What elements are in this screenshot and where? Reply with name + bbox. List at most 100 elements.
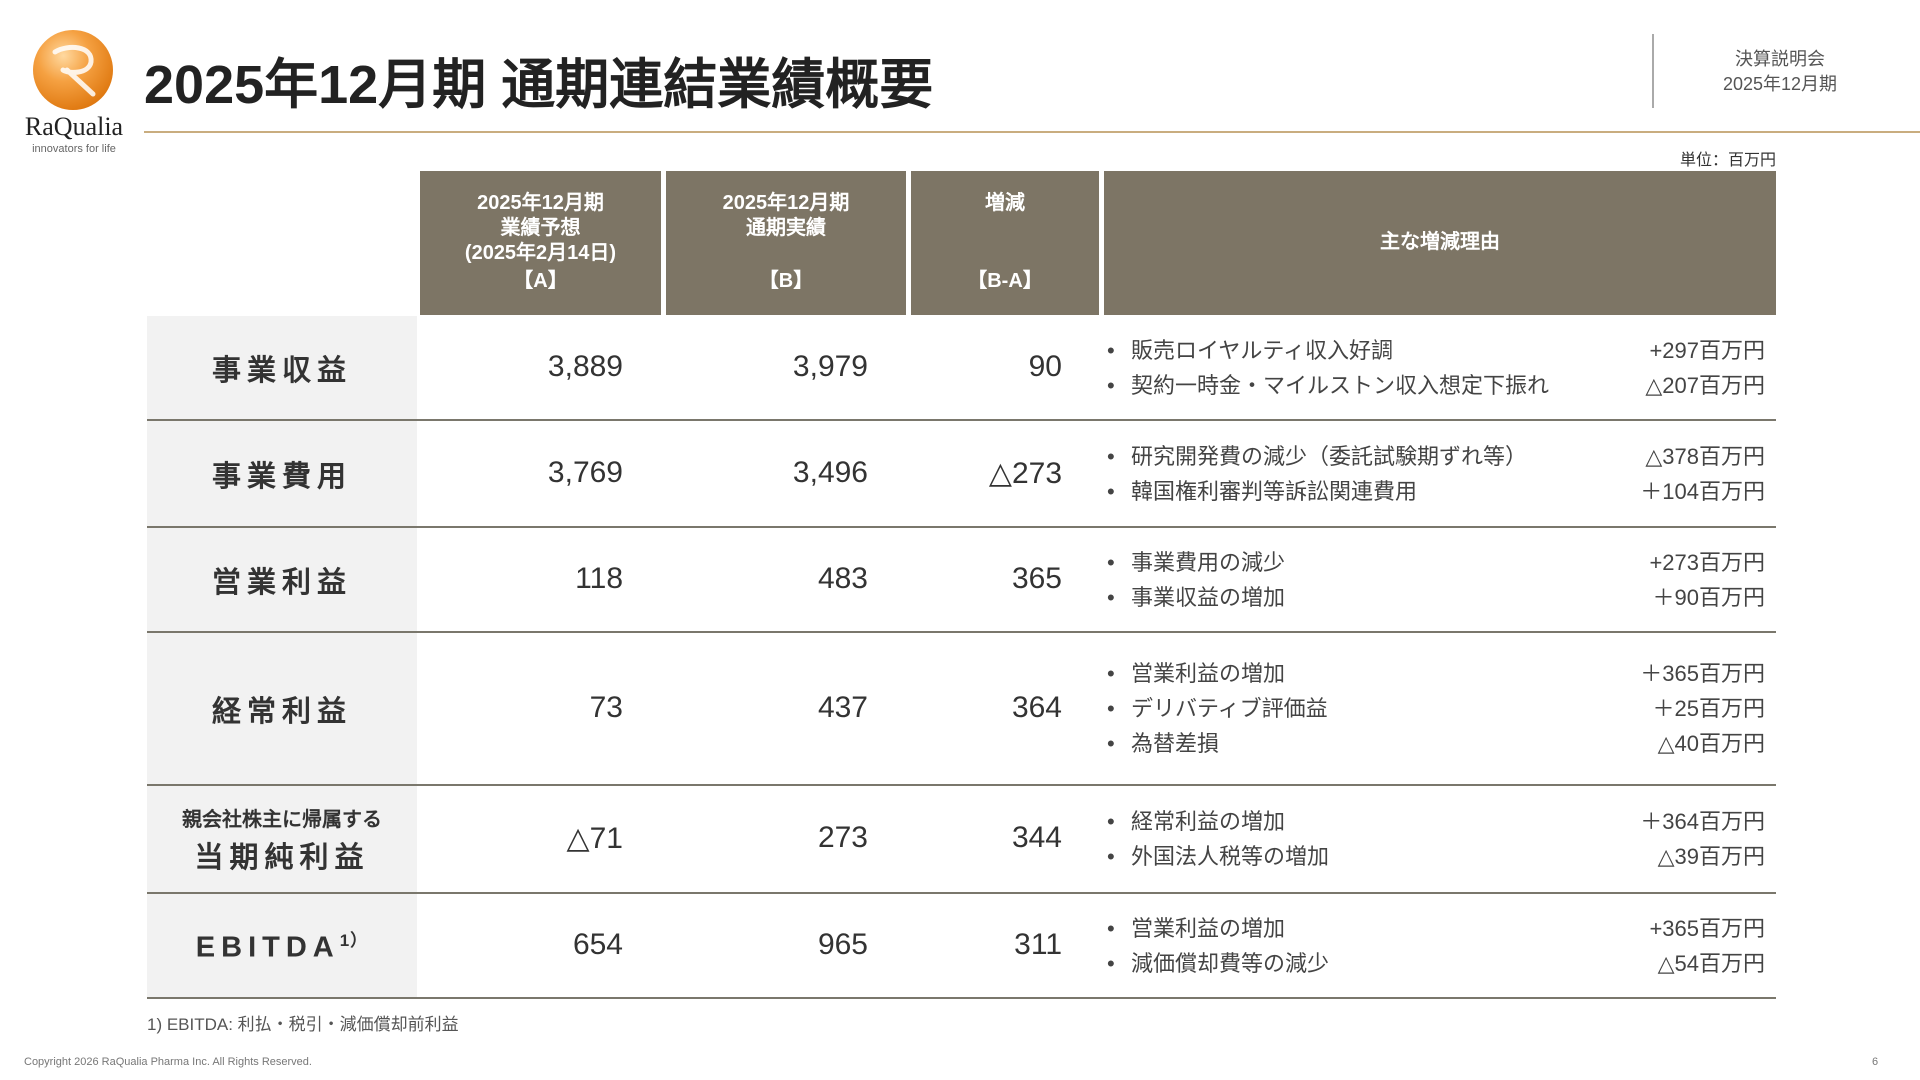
header-actual-title: 2025年12月期 通期実績 xyxy=(722,192,850,239)
header-reasons-title: 主な増減理由 xyxy=(1380,231,1500,253)
reason-text: 販売ロイヤルティ収入好調 xyxy=(1131,337,1394,363)
header-forecast-key: 【A】 xyxy=(513,270,568,292)
logo-tagline: innovators for life xyxy=(32,143,116,155)
diff-value: 90 xyxy=(1028,349,1062,383)
header-reasons: 主な増減理由 xyxy=(1104,171,1776,315)
reason-text: 事業収益の増加 xyxy=(1131,584,1286,610)
row-label-main: 事業費用 xyxy=(211,460,352,493)
bullet: • xyxy=(1107,809,1115,834)
header-actual-key: 【B】 xyxy=(758,270,814,292)
event-name: 決算説明会 xyxy=(1735,49,1825,69)
diff-value: 365 xyxy=(1011,561,1062,595)
forecast-value: 3,889 xyxy=(547,349,623,383)
forecast-value: 118 xyxy=(575,561,623,595)
forecast-value: 654 xyxy=(572,927,623,961)
title-divider xyxy=(144,131,1920,133)
reason-text: 外国法人税等の増加 xyxy=(1131,844,1330,869)
row-label-main: 当期純利益 xyxy=(194,841,370,874)
reason-text: 為替差損 xyxy=(1131,731,1220,756)
bullet: • xyxy=(1107,372,1115,398)
forecast-value: △71 xyxy=(566,822,623,855)
actual-value: 483 xyxy=(817,561,868,595)
reason-item: • 事業収益の増加 ＋90百万円 xyxy=(1107,580,1765,615)
reason-item: • 研究開発費の減少（委託試験期ずれ等） △378百万円 xyxy=(1107,439,1765,474)
reason-list: • 販売ロイヤルティ収入好調 +297百万円 • 契約一時金・マイルストン収入想定下振れ… xyxy=(1107,316,1765,419)
reason-list: • 研究開発費の減少（委託試験期ずれ等） △378百万円 • 韓国権利審判等訴訟関連費用… xyxy=(1107,421,1765,526)
page-title: 2025年12月期 通期連結業績概要 xyxy=(144,55,934,115)
row-label-main: 事業収益 xyxy=(211,354,352,387)
row-label: 事業費用 xyxy=(147,421,417,526)
header-forecast: 2025年12月期 業績予想 (2025年2月14日) 【A】 xyxy=(420,171,661,315)
reason-item: • 外国法人税等の増加 △39百万円 xyxy=(1107,839,1765,874)
bullet: • xyxy=(1107,844,1115,869)
bullet: • xyxy=(1107,696,1115,721)
table-row: 営業利益 118 483 365 • 事業費用の減少 +273百万円 • 事業収益の増加 ＋90百… xyxy=(147,528,1776,633)
copyright: Copyright 2026 RaQualia Pharma Inc. All … xyxy=(24,1056,312,1068)
actual-value: 965 xyxy=(817,927,868,961)
bullet: • xyxy=(1107,478,1115,504)
reason-item: • 事業費用の減少 +273百万円 xyxy=(1107,545,1765,580)
bullet: • xyxy=(1107,731,1115,756)
row-label-sub: 親会社株主に帰属する xyxy=(182,808,382,831)
reason-item: • デリバティブ評価益 ＋25百万円 xyxy=(1107,691,1765,726)
diff-value: 311 xyxy=(1014,927,1062,961)
reason-item: • 契約一時金・マイルストン収入想定下振れ △207百万円 xyxy=(1107,368,1765,403)
reason-amount: △40百万円 xyxy=(1657,731,1765,756)
reason-amount: ＋104百万円 xyxy=(1640,478,1765,504)
reason-list: • 営業利益の増加 ＋365百万円 • デリバティブ評価益 ＋25百万円 • 為替差損 △40百… xyxy=(1107,633,1765,784)
reason-amount: ＋365百万円 xyxy=(1640,661,1765,686)
reason-amount: △39百万円 xyxy=(1657,844,1765,869)
reason-item: • 減価償却費等の減少 △54百万円 xyxy=(1107,946,1765,981)
table-row: 親会社株主に帰属する 当期純利益 △71 273 344 • 経常利益の増加 ＋364百万円 •… xyxy=(147,786,1776,894)
actual-value: 437 xyxy=(817,690,868,724)
bullet: • xyxy=(1107,549,1115,575)
header-diff: 増減 【B-A】 xyxy=(911,171,1099,315)
table-row: EBITDA1） 654 965 311 • 営業利益の増加 +365百万円 • 減価償却費等の… xyxy=(147,894,1776,999)
reason-list: • 経常利益の増加 ＋364百万円 • 外国法人税等の増加 △39百万円 xyxy=(1107,786,1765,892)
page-number: 6 xyxy=(1872,1056,1879,1068)
reason-text: 韓国権利審判等訴訟関連費用 xyxy=(1131,478,1418,504)
reason-text: デリバティブ評価益 xyxy=(1131,696,1328,721)
reason-item: • 営業利益の増加 ＋365百万円 xyxy=(1107,656,1765,691)
meta-info: 決算説明会 2025年12月期 xyxy=(1680,47,1880,97)
diff-value: △273 xyxy=(988,456,1062,490)
actual-value: 3,979 xyxy=(792,349,868,383)
bullet: • xyxy=(1107,337,1115,363)
header-diff-key: 【B-A】 xyxy=(967,270,1043,292)
table-row: 事業費用 3,769 3,496 △273 • 研究開発費の減少（委託試験期ずれ等） △37… xyxy=(147,421,1776,528)
bullet: • xyxy=(1107,915,1115,941)
reason-text: 営業利益の増加 xyxy=(1131,915,1286,941)
reason-text: 研究開発費の減少（委託試験期ずれ等） xyxy=(1131,443,1528,469)
logo-icon xyxy=(33,30,113,110)
reason-text: 減価償却費等の減少 xyxy=(1131,950,1330,976)
bullet: • xyxy=(1107,584,1115,610)
reason-amount: ＋25百万円 xyxy=(1652,696,1765,721)
reason-item: • 経常利益の増加 ＋364百万円 xyxy=(1107,804,1765,839)
header-diff-title: 増減 xyxy=(985,192,1025,214)
actual-value: 3,496 xyxy=(792,455,868,489)
reason-amount: △378百万円 xyxy=(1645,443,1765,469)
reason-item: • 韓国権利審判等訴訟関連費用 ＋104百万円 xyxy=(1107,474,1765,509)
reason-text: 事業費用の減少 xyxy=(1131,549,1286,575)
actual-value: 273 xyxy=(817,821,868,854)
footnote: 1) EBITDA: 利払・税引・減価償却前利益 xyxy=(147,1015,459,1034)
row-label-main: EBITDA xyxy=(195,931,340,964)
reason-item: • 販売ロイヤルティ収入好調 +297百万円 xyxy=(1107,333,1765,368)
row-label: 経常利益 xyxy=(147,633,417,784)
row-label: 事業収益 xyxy=(147,316,417,419)
reason-amount: +365百万円 xyxy=(1649,915,1765,941)
row-label-main: 経常利益 xyxy=(211,695,352,728)
bullet: • xyxy=(1107,661,1115,686)
reason-list: • 営業利益の増加 +365百万円 • 減価償却費等の減少 △54百万円 xyxy=(1107,894,1765,997)
logo-name: RaQualia xyxy=(24,112,124,141)
reason-amount: △54百万円 xyxy=(1657,950,1765,976)
reason-list: • 事業費用の減少 +273百万円 • 事業収益の増加 ＋90百万円 xyxy=(1107,528,1765,631)
diff-value: 364 xyxy=(1011,690,1062,724)
unit-label: 単位：百万円 xyxy=(1679,152,1776,169)
row-label-main: 営業利益 xyxy=(211,566,352,599)
footnote-ref: 1） xyxy=(339,931,369,951)
reason-amount: +273百万円 xyxy=(1649,549,1765,575)
row-label: EBITDA1） xyxy=(147,894,417,997)
row-label: 親会社株主に帰属する当期純利益 xyxy=(147,786,417,892)
reason-item: • 営業利益の増加 +365百万円 xyxy=(1107,911,1765,946)
